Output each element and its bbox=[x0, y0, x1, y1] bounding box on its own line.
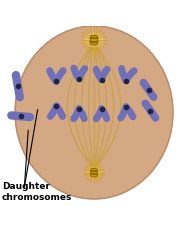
FancyBboxPatch shape bbox=[91, 168, 97, 177]
Text: Daughter
chromosomes: Daughter chromosomes bbox=[2, 182, 72, 202]
FancyBboxPatch shape bbox=[90, 35, 98, 45]
Ellipse shape bbox=[85, 33, 103, 48]
Ellipse shape bbox=[15, 26, 173, 199]
Ellipse shape bbox=[86, 167, 102, 179]
